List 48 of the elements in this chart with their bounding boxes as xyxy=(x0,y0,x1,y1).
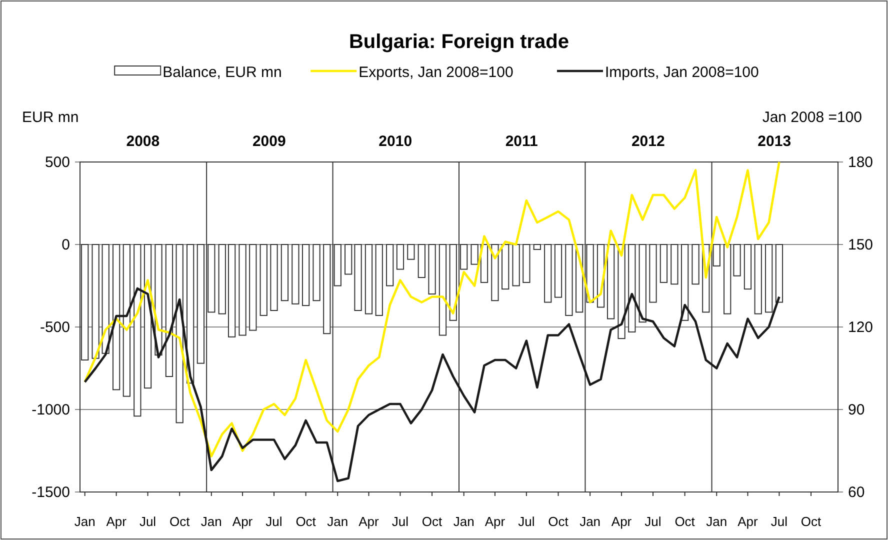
text: 2010 xyxy=(378,133,412,150)
x-tick-label: Apr xyxy=(738,514,759,529)
y2-tick-label: 60 xyxy=(848,484,865,501)
x-tick-label: Jan xyxy=(74,514,96,529)
x-tick-label: Jul xyxy=(266,514,282,529)
y-tick-label: 500 xyxy=(44,154,70,171)
y2-tick-label: 150 xyxy=(848,236,874,254)
y-tick-label: 0 xyxy=(62,236,70,254)
y-axis-title: EUR mn xyxy=(22,109,79,126)
y-tick-label: -1500 xyxy=(32,484,70,501)
x-tick-label: Oct xyxy=(422,514,443,529)
line-series xyxy=(84,287,780,482)
x-tick-label: Oct xyxy=(296,514,316,529)
x-tick-label: Apr xyxy=(106,514,128,529)
legend-label: Imports, Jan 2008=100 xyxy=(605,64,759,81)
x-tick-label: Jul xyxy=(644,514,662,529)
x-tick-label: Jan xyxy=(327,514,348,529)
y-tick-label: -1000 xyxy=(32,402,70,418)
y2-tick-label: 120 xyxy=(848,319,874,336)
text: 2012 xyxy=(631,133,665,150)
legend-label: Exports, Jan 2008=100 xyxy=(358,64,514,81)
y2-tick-label: 90 xyxy=(848,402,865,418)
x-tick-label: Apr xyxy=(611,514,632,529)
x-tick-label: Jan xyxy=(706,514,728,529)
text: 2009 xyxy=(252,133,286,150)
text: 2011 xyxy=(505,133,538,150)
y2-axis-title: Jan 2008 =100 xyxy=(762,109,862,126)
x-tick-label: Apr xyxy=(484,514,506,529)
y2-tick-label: 180 xyxy=(848,154,874,171)
chart-title: Bulgaria: Foreign trade xyxy=(348,31,570,53)
text: 2013 xyxy=(758,133,792,150)
x-tick-label: Oct xyxy=(800,514,822,529)
text: 2008 xyxy=(126,133,160,150)
x-tick-label: Oct xyxy=(548,514,569,529)
x-tick-label: Jul xyxy=(139,514,156,529)
y-tick-label: -500 xyxy=(40,319,70,336)
x-tick-label: Oct xyxy=(674,514,696,529)
x-tick-label: Jan xyxy=(580,514,601,529)
x-tick-label: Apr xyxy=(358,514,380,529)
x-tick-label: Jul xyxy=(518,514,535,529)
line-series xyxy=(84,160,780,458)
legend-label: Balance, EUR mn xyxy=(162,64,282,81)
x-tick-label: Oct xyxy=(169,514,190,529)
x-tick-label: Jul xyxy=(392,514,409,529)
x-tick-label: Apr xyxy=(232,514,254,529)
x-tick-label: Jan xyxy=(200,514,222,529)
x-tick-label: Jan xyxy=(453,514,474,529)
x-tick-label: Jul xyxy=(770,514,788,529)
